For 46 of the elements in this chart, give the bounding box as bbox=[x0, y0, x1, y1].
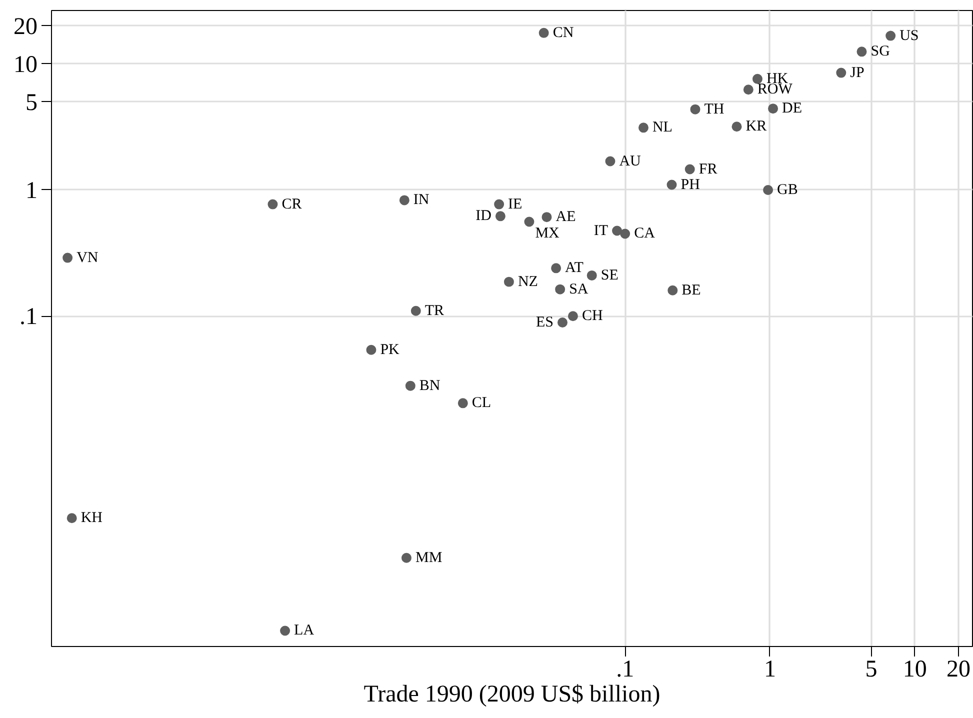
x-tick-label: 20 bbox=[946, 656, 970, 682]
annotation: ID bbox=[476, 208, 492, 224]
annotation: TR bbox=[424, 302, 444, 319]
annotation: VN bbox=[76, 250, 98, 266]
annotation: GB bbox=[777, 182, 798, 198]
x-tick-label: .1 bbox=[616, 656, 634, 682]
annotation: NL bbox=[652, 120, 672, 136]
x-tick-label: 1 bbox=[764, 656, 776, 682]
annotation: CN bbox=[552, 24, 574, 41]
annotation: PH bbox=[680, 176, 700, 193]
annotation: CA bbox=[634, 226, 656, 242]
annotation: SA bbox=[569, 281, 588, 298]
annotation: IN bbox=[413, 192, 430, 208]
x-axis-title: Trade 1990 (2009 US$ billion) bbox=[364, 682, 660, 708]
y-tick-label: 1 bbox=[26, 178, 38, 204]
annotation: CH bbox=[582, 308, 603, 324]
annotation: AE bbox=[556, 209, 576, 226]
annotation: AT bbox=[565, 260, 584, 276]
annotation: NZ bbox=[518, 274, 538, 290]
annotation: BE bbox=[682, 282, 701, 298]
annotation: DE bbox=[782, 100, 802, 117]
annotation: MM bbox=[415, 550, 442, 566]
annotation: AU bbox=[619, 153, 642, 170]
annotation: KH bbox=[80, 510, 103, 526]
annotation: KR bbox=[746, 118, 767, 135]
annotation: IT bbox=[594, 222, 608, 239]
annotation: TH bbox=[704, 101, 724, 118]
annotation: CL bbox=[472, 395, 492, 412]
annotation: BN bbox=[419, 378, 440, 394]
annotation: CR bbox=[282, 196, 302, 212]
annotation: PK bbox=[380, 342, 400, 358]
annotation: LA bbox=[294, 622, 314, 639]
annotation: SE bbox=[600, 267, 618, 284]
annotation: SG bbox=[870, 44, 890, 60]
annotation: US bbox=[900, 28, 919, 44]
y-tick-label: 10 bbox=[14, 52, 38, 78]
y-tick-label: 5 bbox=[26, 90, 38, 116]
y-tick-label: 20 bbox=[14, 14, 38, 40]
x-tick-label: 10 bbox=[902, 656, 927, 682]
x-tick-label: 5 bbox=[865, 656, 878, 682]
annotation: JP bbox=[850, 64, 864, 81]
y-tick-label: .1 bbox=[20, 304, 38, 330]
annotation: MX bbox=[535, 226, 560, 242]
annotation: ES bbox=[536, 314, 554, 330]
annotation: FR bbox=[698, 161, 718, 178]
annotation: IE bbox=[508, 196, 522, 212]
